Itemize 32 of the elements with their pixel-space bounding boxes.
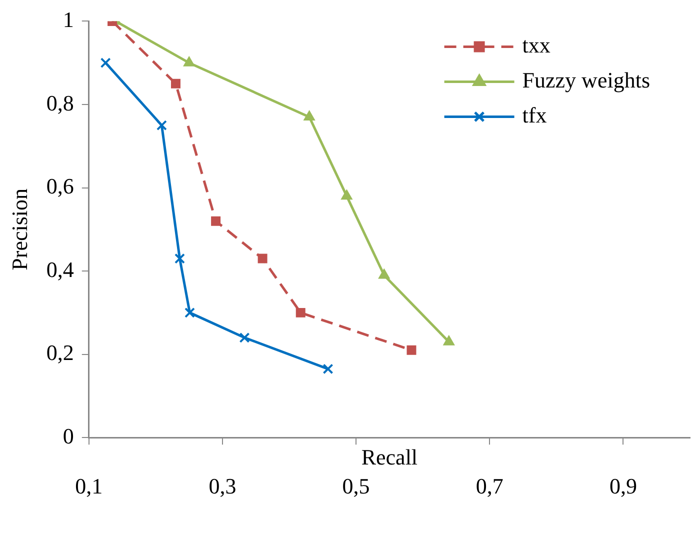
x-tick-label: 0,3 <box>208 474 236 499</box>
x-axis-title: Recall <box>361 444 418 470</box>
y-tick-label: 0,2 <box>46 340 74 366</box>
point <box>211 216 221 226</box>
y-tick-label: 0,8 <box>46 90 74 116</box>
x-tick-label: 0,1 <box>75 474 103 499</box>
y-tick-label: 0 <box>62 423 74 448</box>
point <box>322 364 334 374</box>
legend-label: Fuzzy weights <box>522 67 650 92</box>
point <box>341 190 352 200</box>
point <box>378 268 390 279</box>
point <box>304 110 315 120</box>
point <box>239 332 250 343</box>
point <box>156 120 167 131</box>
y-axis-title: Precision <box>6 188 32 270</box>
point <box>174 253 185 264</box>
point <box>170 78 180 88</box>
legend-label: txx <box>522 32 550 58</box>
point <box>100 58 111 68</box>
point <box>184 307 195 318</box>
point <box>406 345 416 355</box>
legend-label: tfx <box>522 102 547 128</box>
x-tick-label: 0,7 <box>476 474 504 499</box>
x-tick-label: 0,5 <box>342 474 370 499</box>
y-tick-label: 0,6 <box>46 174 74 199</box>
y-tick-label: 1 <box>62 6 74 32</box>
point <box>296 308 306 318</box>
point <box>183 56 195 66</box>
y-tick-label: 0,4 <box>46 256 74 282</box>
point <box>258 254 268 264</box>
x-tick-label: 0,9 <box>609 474 637 499</box>
point <box>443 335 455 346</box>
